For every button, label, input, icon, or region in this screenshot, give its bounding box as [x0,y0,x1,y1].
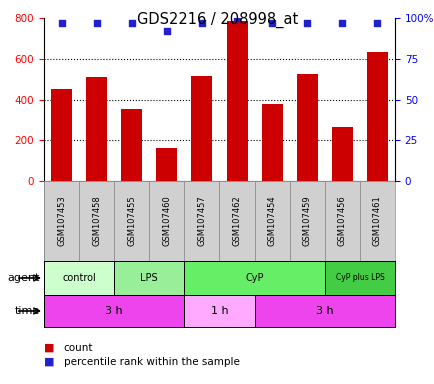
Bar [51,89,72,181]
Text: GSM107462: GSM107462 [232,195,241,247]
Point [338,20,345,26]
Text: GSM107456: GSM107456 [337,195,346,247]
Bar [254,181,289,261]
Text: ■: ■ [44,343,54,353]
Point [163,28,170,34]
Text: GSM107455: GSM107455 [127,196,136,246]
Bar [114,181,149,261]
Bar [296,74,317,181]
Point [128,20,135,26]
Bar [254,295,394,327]
Bar [289,181,324,261]
Text: agent: agent [7,273,39,283]
Bar [44,295,184,327]
Bar [359,181,394,261]
Text: GDS2216 / 208998_at: GDS2216 / 208998_at [137,12,297,28]
Text: 3 h: 3 h [315,306,333,316]
Text: ■: ■ [44,357,54,367]
Bar [219,181,254,261]
Point [233,15,240,21]
Point [93,20,100,26]
Bar [324,261,394,295]
Text: GSM107460: GSM107460 [162,195,171,247]
Bar [156,148,177,181]
Text: time: time [14,306,39,316]
Point [198,20,205,26]
Point [268,20,275,26]
Bar [324,181,359,261]
Text: count: count [63,343,93,353]
Bar [261,104,282,181]
Text: CyP plus LPS: CyP plus LPS [335,273,383,283]
Bar [114,261,184,295]
Text: 3 h: 3 h [105,306,123,316]
Text: 1 h: 1 h [210,306,228,316]
Bar [184,295,254,327]
Text: GSM107454: GSM107454 [267,196,276,246]
Bar [79,181,114,261]
Bar [191,76,212,181]
Text: GSM107453: GSM107453 [57,195,66,247]
Text: GSM107461: GSM107461 [372,195,381,247]
Point [303,20,310,26]
Bar [44,181,79,261]
Bar [44,261,114,295]
Bar [86,77,107,181]
Text: GSM107459: GSM107459 [302,196,311,246]
Bar [121,109,142,181]
Text: GSM107457: GSM107457 [197,195,206,247]
Bar [331,127,352,181]
Bar [184,181,219,261]
Text: percentile rank within the sample: percentile rank within the sample [63,357,239,367]
Text: LPS: LPS [140,273,158,283]
Point [58,20,65,26]
Bar [149,181,184,261]
Text: control: control [62,273,96,283]
Bar [226,21,247,181]
Bar [366,51,387,181]
Text: CyP: CyP [245,273,263,283]
Bar [184,261,324,295]
Text: GSM107458: GSM107458 [92,195,101,247]
Point [373,20,380,26]
